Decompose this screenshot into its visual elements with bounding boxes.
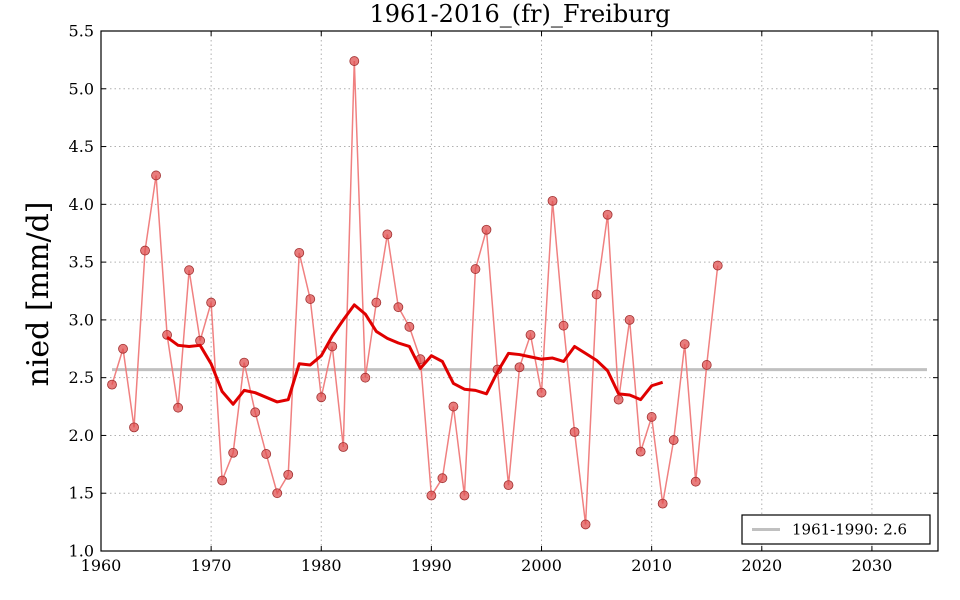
legend-label-reference: 1961-1990: 2.6: [792, 521, 907, 539]
annual-point: [602, 209, 613, 220]
annual-point: [437, 473, 448, 484]
annual-point: [184, 265, 195, 276]
annual-point: [635, 446, 646, 457]
y-tick-label: 5.5: [69, 22, 94, 41]
annual-point: [316, 392, 327, 403]
y-tick-label: 2.5: [69, 368, 94, 387]
annual-point: [129, 422, 139, 433]
y-tick-label: 2.0: [69, 426, 94, 445]
y-tick-label: 5.0: [69, 79, 94, 98]
x-tick-label: 2020: [741, 556, 782, 575]
annual-point: [305, 294, 316, 304]
annual-point: [283, 469, 294, 480]
annual-point: [536, 387, 547, 398]
annual-point: [459, 490, 470, 501]
annual-point: [206, 297, 217, 308]
legend: 1961-1990: 2.6: [741, 514, 931, 545]
annual-point: [151, 170, 161, 181]
y-tick-label: 1.5: [69, 484, 94, 503]
x-tick-label: 1990: [411, 556, 452, 575]
x-tick-label: 1960: [81, 556, 122, 575]
annual-point: [503, 480, 514, 491]
annual-point: [624, 314, 635, 325]
x-tick-label: 1980: [301, 556, 342, 575]
annual-point: [668, 435, 679, 445]
y-tick-label: 3.5: [69, 253, 94, 272]
annual-point: [272, 488, 283, 499]
annual-point: [294, 247, 305, 258]
annual-point: [382, 229, 393, 240]
annual-series-line: [111, 61, 719, 525]
annual-point: [547, 195, 558, 206]
annual-point: [140, 245, 150, 256]
annual-point: [569, 427, 580, 437]
annual-point: [701, 360, 712, 370]
annual-series-group: [107, 56, 723, 530]
annual-point: [404, 321, 415, 332]
annual-point: [349, 56, 360, 66]
annual-point: [338, 442, 349, 452]
annual-point: [525, 330, 536, 340]
annual-point: [360, 372, 371, 383]
moving-average-group: [166, 303, 664, 406]
annual-point: [371, 297, 382, 308]
moving-average-line: [166, 303, 664, 406]
annual-point: [679, 339, 690, 350]
y-tick-label: 3.0: [69, 310, 94, 329]
annual-point: [426, 490, 437, 501]
annual-point: [118, 343, 128, 354]
annual-point: [228, 447, 239, 458]
annual-point: [580, 519, 591, 530]
annual-point: [239, 357, 250, 368]
annual-point: [173, 402, 183, 413]
plot-frame: [100, 30, 939, 552]
annual-point: [558, 320, 569, 331]
annual-point: [393, 302, 404, 313]
annual-point: [591, 289, 602, 300]
x-tick-label: 1970: [191, 556, 232, 575]
chart-title: 1961-2016_(fr)_Freiburg: [369, 0, 670, 28]
grid-lines: [101, 31, 938, 551]
y-tick-label: 1.0: [69, 542, 94, 561]
annual-point: [107, 379, 117, 390]
annual-point: [712, 260, 723, 271]
annual-point: [261, 449, 272, 459]
annual-point: [657, 498, 668, 509]
annual-point: [250, 407, 261, 418]
annual-point: [481, 224, 492, 235]
annual-point: [470, 264, 481, 274]
annual-point: [646, 412, 657, 422]
x-tick-label: 2000: [521, 556, 562, 575]
y-tick-label: 4.0: [69, 195, 94, 214]
x-tick-label: 2030: [852, 556, 893, 575]
annual-point: [690, 476, 701, 487]
axes-frame: [100, 30, 939, 552]
y-tick-label: 4.5: [69, 137, 94, 156]
annual-point: [217, 475, 228, 486]
annual-point: [613, 394, 624, 405]
x-tick-label: 2010: [631, 556, 672, 575]
y-axis-label: nied [mm/d]: [21, 201, 56, 386]
tick-labels: 1960 1970 1980 1990 2000 2010 2020 2030 1.0 1.5 2.…: [69, 22, 893, 576]
annual-point: [448, 401, 459, 412]
annual-point: [514, 362, 525, 373]
